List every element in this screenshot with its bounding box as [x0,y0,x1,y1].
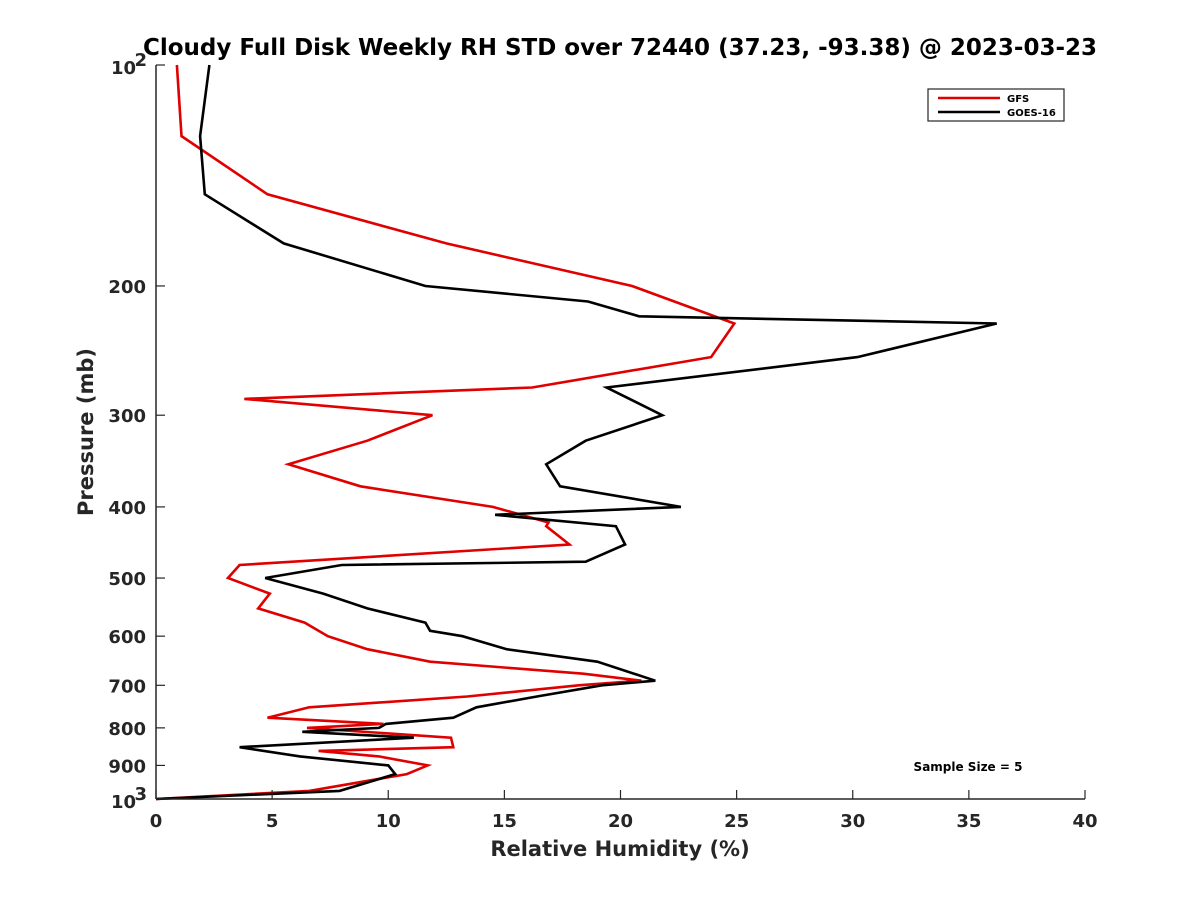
y-tick-label: 600 [108,627,146,648]
axes-layer: 0 5 10 15 20 25 30 35 40102200300400500600700800… [108,50,1097,832]
x-tick-label: 15 [492,811,517,832]
x-tick-label: 0 [150,811,163,832]
legend: GFS GOES-16 [927,88,1065,122]
y-tick-label: 800 [108,719,146,740]
legend-label-gfs: GFS [1007,94,1029,105]
y-tick-label: 200 [108,277,146,298]
legend-box [927,88,1065,122]
series-line-gfs [155,64,737,801]
y-tick-label: 900 [108,756,146,777]
x-axis-label: Relative Humidity (%) [490,837,749,861]
x-tick-label: 30 [840,811,865,832]
series-layer [155,64,998,801]
chart-title: Cloudy Full Disk Weekly RH STD over 7244… [143,35,1097,61]
y-tick-label: 300 [108,406,146,427]
x-tick-label: 20 [608,811,633,832]
x-tick-label: 5 [266,811,279,832]
series-line-goes-16 [155,64,998,801]
y-tick-exponent: 2 [134,50,147,71]
y-axis-label: Pressure (mb) [74,348,98,516]
sample-size-annotation: Sample Size = 5 [914,760,1023,774]
x-tick-label: 40 [1072,811,1097,832]
y-tick-label: 10 [111,792,136,813]
x-tick-label: 10 [376,811,401,832]
y-tick-exponent: 3 [134,784,147,805]
y-tick-label: 400 [108,498,146,519]
x-tick-label: 25 [724,811,749,832]
y-tick-label: 700 [108,676,146,697]
y-tick-label: 10 [111,58,136,79]
legend-label-goes-16: GOES-16 [1007,108,1056,119]
x-tick-label: 35 [956,811,981,832]
y-tick-label: 500 [108,569,146,590]
